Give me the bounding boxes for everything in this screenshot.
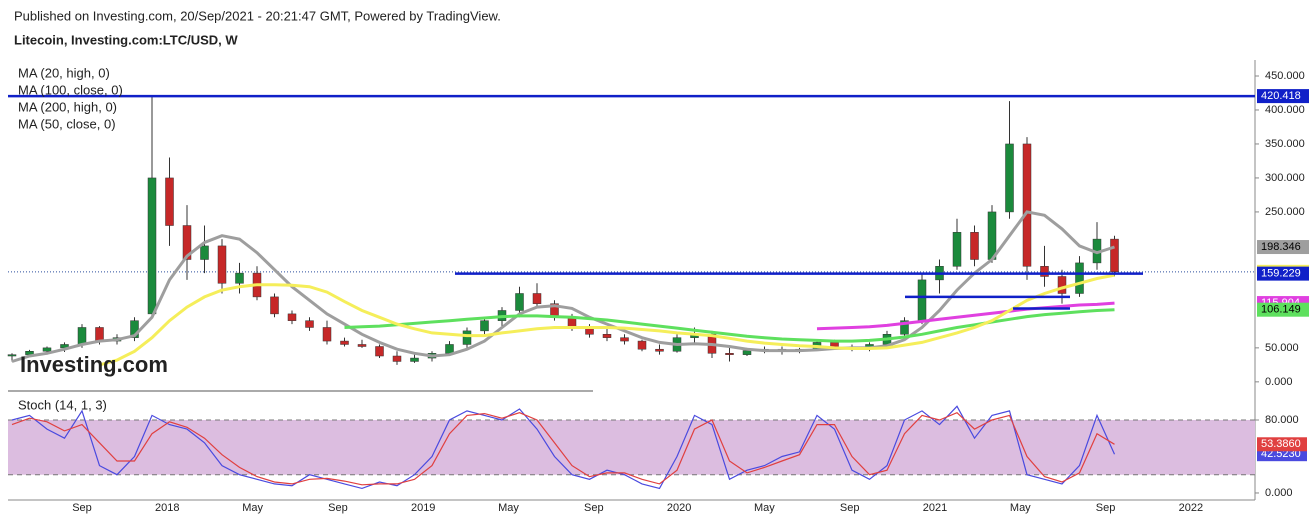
candle-body bbox=[235, 272, 244, 284]
candle-body bbox=[392, 355, 402, 362]
candle-body bbox=[462, 330, 472, 345]
price-flag bbox=[1257, 240, 1309, 255]
last-value-label: 53.3860 bbox=[1261, 438, 1301, 450]
y-tick-label: 250.000 bbox=[1265, 206, 1305, 218]
candle-body bbox=[357, 344, 367, 347]
candle-body bbox=[655, 348, 664, 352]
y-tick-label: 0.000 bbox=[1265, 376, 1293, 388]
candle-body bbox=[602, 334, 612, 338]
candle-body bbox=[42, 347, 52, 352]
price-flag bbox=[1257, 302, 1309, 317]
x-tick-label: 2020 bbox=[667, 502, 691, 514]
candle-body bbox=[410, 357, 419, 362]
y-tick-label: 450.000 bbox=[1265, 70, 1305, 82]
x-tick-label: 2018 bbox=[155, 502, 179, 514]
candle-body bbox=[970, 232, 979, 260]
candle-body bbox=[77, 327, 87, 345]
candle-body bbox=[147, 177, 157, 315]
legend-entry: MA (100, close, 0) bbox=[18, 82, 123, 97]
candle-body bbox=[7, 354, 17, 357]
subtitle: Published on Investing.com, 20/Sep/2021 … bbox=[14, 8, 501, 23]
candle-body bbox=[620, 337, 629, 342]
candle-body bbox=[1057, 276, 1067, 294]
chart-title: Litecoin, Investing.com:LTC/USD, W bbox=[14, 32, 238, 47]
x-tick-label: May bbox=[498, 502, 519, 514]
stoch-title: Stoch (14, 1, 3) bbox=[18, 397, 107, 412]
price-flag-label: 106.149 bbox=[1261, 304, 1301, 316]
x-tick-label: Sep bbox=[584, 502, 604, 514]
x-tick-label: Sep bbox=[1096, 502, 1116, 514]
price-flag-label: 159.229 bbox=[1261, 268, 1301, 280]
legend-entry: MA (20, high, 0) bbox=[18, 65, 110, 80]
stoch-line bbox=[11, 411, 1115, 486]
candle-body bbox=[515, 293, 524, 311]
ma-line bbox=[816, 301, 1115, 331]
candle-body bbox=[322, 327, 332, 342]
x-tick-label: May bbox=[1010, 502, 1031, 514]
last-value-flag bbox=[1257, 437, 1307, 452]
y-tick-label: 350.000 bbox=[1265, 138, 1305, 150]
x-tick-label: Sep bbox=[72, 502, 92, 514]
y-tick-label: 300.000 bbox=[1265, 172, 1305, 184]
y-tick-label: 80.000 bbox=[1265, 414, 1299, 426]
x-tick-label: May bbox=[754, 502, 775, 514]
y-tick-label: 50.000 bbox=[1265, 342, 1299, 354]
candle-body bbox=[95, 327, 104, 342]
price-flag bbox=[1257, 266, 1309, 281]
price-flag bbox=[1257, 89, 1309, 104]
ma-line bbox=[99, 273, 1115, 367]
candle-body bbox=[200, 245, 209, 260]
candle-body bbox=[1005, 143, 1014, 213]
candle-body bbox=[1075, 262, 1084, 294]
candle-body bbox=[217, 245, 227, 284]
candle-body bbox=[165, 177, 174, 226]
candle-body bbox=[1040, 266, 1049, 277]
y-tick-label: 0.000 bbox=[1265, 487, 1293, 499]
x-tick-label: Sep bbox=[328, 502, 348, 514]
candle-body bbox=[130, 320, 139, 338]
x-tick-label: 2021 bbox=[923, 502, 947, 514]
candle-body bbox=[480, 320, 489, 332]
candle-body bbox=[532, 293, 542, 304]
price-pane bbox=[7, 94, 1255, 367]
candle-body bbox=[1110, 238, 1119, 273]
candle-body bbox=[637, 340, 647, 350]
candle-body bbox=[340, 340, 349, 345]
price-flag-label: 198.346 bbox=[1261, 241, 1301, 253]
candle-body bbox=[375, 346, 384, 357]
candle-body bbox=[305, 320, 314, 328]
price-flag-label: 420.418 bbox=[1261, 90, 1301, 102]
candle-body bbox=[987, 211, 997, 260]
candle-body bbox=[270, 296, 279, 315]
candle-body bbox=[952, 232, 962, 267]
x-tick-label: Sep bbox=[840, 502, 860, 514]
legend-entry: MA (200, high, 0) bbox=[18, 99, 117, 114]
candle-body bbox=[1022, 143, 1032, 267]
candle-body bbox=[900, 320, 909, 335]
x-tick-label: 2019 bbox=[411, 502, 435, 514]
watermark: Investing.com bbox=[20, 352, 168, 377]
candle-body bbox=[182, 225, 192, 260]
candle-body bbox=[445, 344, 454, 354]
y-tick-label: 400.000 bbox=[1265, 104, 1305, 116]
candle-body bbox=[742, 350, 752, 355]
candle-body bbox=[725, 353, 734, 355]
x-tick-label: 2022 bbox=[1179, 502, 1203, 514]
stoch-band bbox=[8, 419, 1255, 475]
candle-body bbox=[917, 279, 927, 321]
x-tick-label: May bbox=[242, 502, 263, 514]
legend-entry: MA (50, close, 0) bbox=[18, 116, 116, 131]
candle-body bbox=[287, 313, 297, 321]
